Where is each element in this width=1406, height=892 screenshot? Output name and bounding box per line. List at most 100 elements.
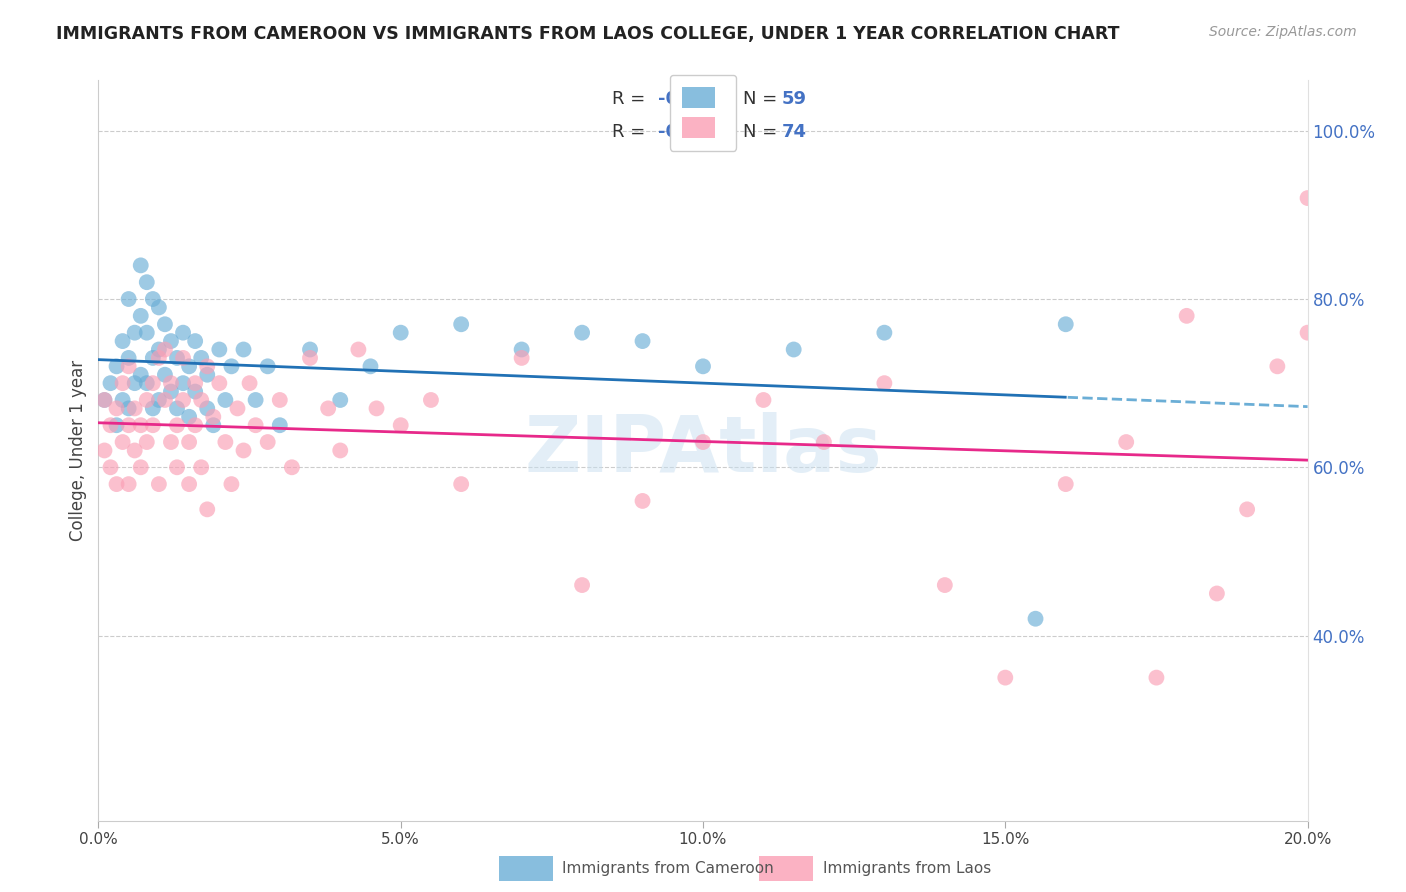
Point [269, 418, 291, 433]
Point [93, 392, 115, 407]
Point [232, 443, 254, 458]
Point [631, 334, 654, 348]
Point [118, 477, 141, 491]
Point [190, 351, 212, 365]
Point [111, 392, 134, 407]
Point [202, 409, 225, 424]
Point [160, 435, 183, 450]
Text: -0.019: -0.019 [658, 123, 723, 141]
Point [195, 502, 218, 516]
Point [1054, 477, 1077, 491]
Point [172, 392, 194, 407]
Text: -0.087: -0.087 [658, 90, 723, 108]
Point [135, 326, 157, 340]
Point [129, 368, 152, 382]
Point [195, 401, 218, 416]
Point [105, 359, 128, 374]
Point [510, 343, 533, 357]
Point [239, 376, 262, 391]
Point [934, 578, 956, 592]
Point [692, 435, 714, 450]
Point [450, 477, 472, 491]
Point [299, 351, 322, 365]
Point [1144, 671, 1167, 685]
Point [256, 435, 278, 450]
Point [148, 392, 170, 407]
Text: IMMIGRANTS FROM CAMEROON VS IMMIGRANTS FROM LAOS COLLEGE, UNDER 1 YEAR CORRELATI: IMMIGRANTS FROM CAMEROON VS IMMIGRANTS F… [56, 25, 1119, 43]
Text: N =: N = [742, 90, 783, 108]
Point [135, 275, 157, 289]
Point [221, 359, 243, 374]
Point [172, 376, 194, 391]
Point [1267, 359, 1289, 374]
Point [195, 368, 218, 382]
Point [93, 392, 115, 407]
Point [269, 392, 291, 407]
Point [160, 334, 183, 348]
Point [226, 401, 249, 416]
Point [1236, 502, 1258, 516]
Point [118, 292, 141, 306]
Point [184, 376, 207, 391]
Point [316, 401, 339, 416]
Point [142, 292, 165, 306]
Point [190, 392, 212, 407]
Point [166, 460, 188, 475]
Point [214, 435, 236, 450]
Point [118, 418, 141, 433]
Point [1296, 326, 1319, 340]
Point [172, 351, 194, 365]
Text: N =: N = [742, 123, 783, 141]
Text: 59: 59 [782, 90, 807, 108]
Legend: , : , [669, 75, 737, 151]
Point [208, 376, 231, 391]
Point [111, 376, 134, 391]
Point [510, 351, 533, 365]
Point [153, 343, 176, 357]
Y-axis label: College, Under 1 year: College, Under 1 year [69, 359, 87, 541]
Text: R =: R = [613, 123, 651, 141]
Point [329, 443, 352, 458]
Point [129, 259, 152, 273]
Point [172, 326, 194, 340]
Point [813, 435, 835, 450]
Point [366, 401, 388, 416]
Point [360, 359, 382, 374]
Point [153, 368, 176, 382]
Point [245, 392, 267, 407]
Point [148, 477, 170, 491]
Point [111, 334, 134, 348]
Point [195, 359, 218, 374]
Point [118, 351, 141, 365]
Point [389, 418, 412, 433]
Point [148, 301, 170, 315]
Point [124, 401, 146, 416]
Point [299, 343, 322, 357]
Point [631, 494, 654, 508]
Point [873, 326, 896, 340]
Point [184, 334, 207, 348]
Point [142, 376, 165, 391]
Point [93, 443, 115, 458]
Point [148, 351, 170, 365]
Point [129, 309, 152, 323]
Point [111, 435, 134, 450]
Point [160, 384, 183, 399]
Point [100, 418, 122, 433]
Point [420, 392, 443, 407]
Point [129, 460, 152, 475]
Point [232, 343, 254, 357]
Point [1054, 318, 1077, 332]
Point [153, 318, 176, 332]
Point [389, 326, 412, 340]
Point [1115, 435, 1137, 450]
Point [450, 318, 472, 332]
Text: Immigrants from Cameroon: Immigrants from Cameroon [562, 862, 775, 876]
Text: Source: ZipAtlas.com: Source: ZipAtlas.com [1209, 25, 1357, 39]
Point [184, 384, 207, 399]
Text: ZIPAtlas: ZIPAtlas [524, 412, 882, 489]
Point [245, 418, 267, 433]
Point [100, 460, 122, 475]
Point [160, 376, 183, 391]
Point [281, 460, 304, 475]
